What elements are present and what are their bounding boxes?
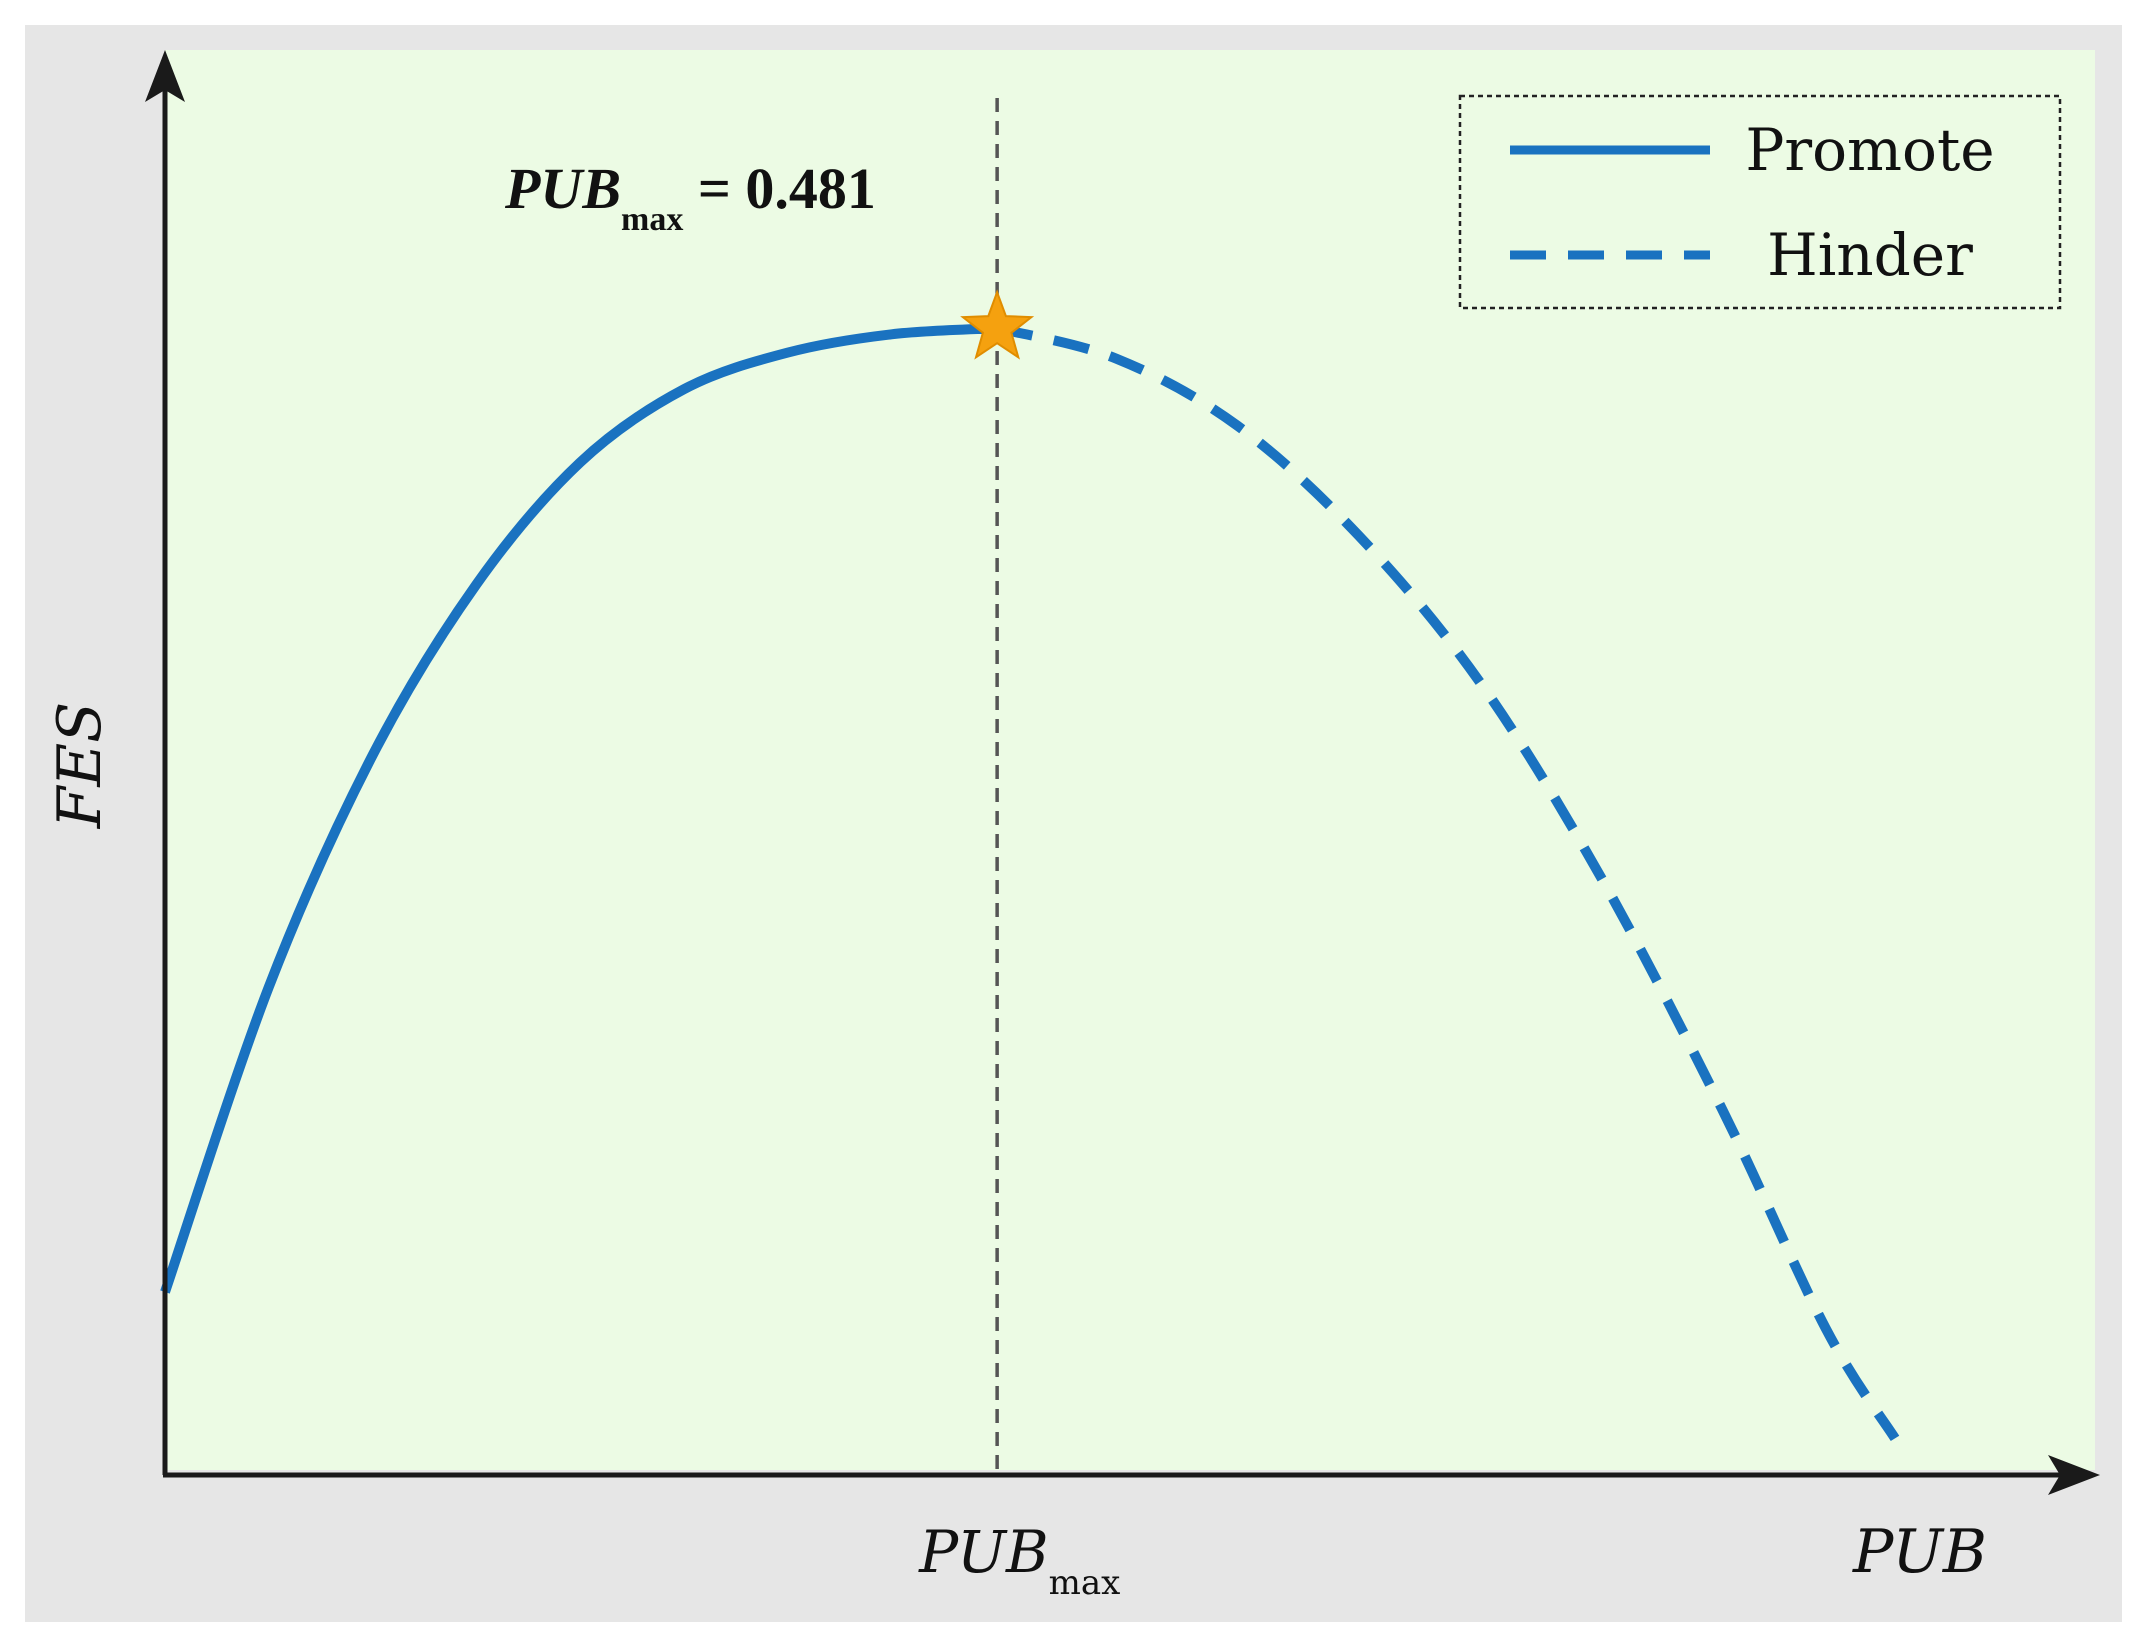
annotation-rest: = 0.481 <box>683 156 876 221</box>
plot-area-background <box>165 50 2095 1470</box>
peak-star-marker <box>960 289 1035 360</box>
legend-box <box>1458 94 2062 310</box>
x-tick-sub: max <box>1049 1563 1121 1603</box>
peak-annotation: PUBmax = 0.481 <box>504 156 876 238</box>
x-axis-title: PUB <box>1852 1517 1987 1587</box>
series-line-hinder <box>995 323 1900 1442</box>
annotation-sub: max <box>621 201 683 238</box>
y-axis-title: FES <box>45 702 115 830</box>
x-axis-arrow <box>2048 1455 2100 1495</box>
y-axis-arrow <box>145 50 185 102</box>
legend-label-promote: Promote <box>1745 116 1994 184</box>
legend: Promote Hinder <box>1458 94 2062 310</box>
x-tick-base: PUB <box>918 1518 1049 1586</box>
series-line-promote <box>160 323 998 1294</box>
x-tick-label-pub-max: PUBmax <box>918 1518 1120 1603</box>
legend-label-hinder: Hinder <box>1767 221 1973 289</box>
annotation-base: PUB <box>504 156 621 221</box>
